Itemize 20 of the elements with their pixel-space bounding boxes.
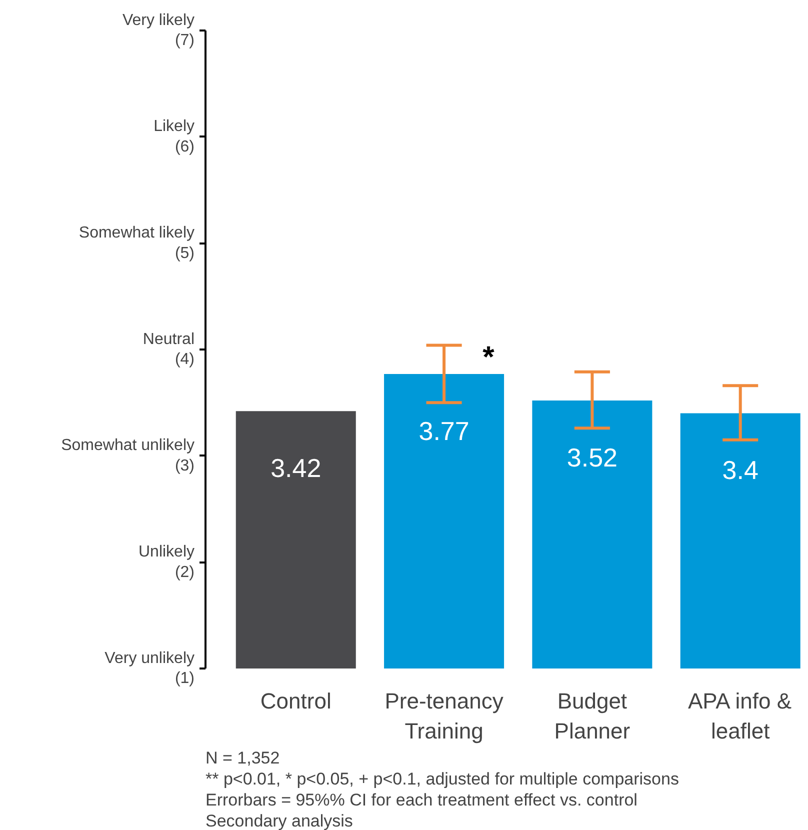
y-tick-label: Very likely (7) bbox=[122, 12, 195, 50]
data-label: 3.77 bbox=[418, 416, 470, 446]
y-tick-label: Very unlikely (1) bbox=[104, 650, 195, 688]
data-label: 3.52 bbox=[566, 442, 618, 472]
y-tick-label: Somewhat unlikely (3) bbox=[61, 437, 195, 475]
text: Errorbars = 95%% CI for each treatment effect vs. control bbox=[206, 790, 638, 810]
annotation: * bbox=[482, 340, 495, 374]
x-tick-label: Pre-tenancy Training bbox=[384, 688, 504, 744]
y-tick-label: Somewhat likely (5) bbox=[78, 224, 195, 262]
x-tick-label: APA info & leaflet bbox=[688, 688, 792, 744]
data-label: 3.4 bbox=[722, 455, 758, 486]
y-tick-label: Unlikely (2) bbox=[138, 543, 195, 581]
text: Secondary analysis bbox=[206, 812, 353, 830]
x-tick-label: Control bbox=[260, 688, 332, 714]
text: ** p<0.01, * p<0.05, + p<0.1, adjusted for multiple comparisons bbox=[206, 770, 679, 788]
y-tick-label: Likely (6) bbox=[154, 118, 195, 156]
x-tick-label: Budget Planner bbox=[554, 688, 630, 744]
y-tick-label: Neutral (4) bbox=[142, 330, 195, 368]
text: N = 1,352 bbox=[206, 748, 280, 768]
data-label: 3.42 bbox=[270, 453, 322, 484]
